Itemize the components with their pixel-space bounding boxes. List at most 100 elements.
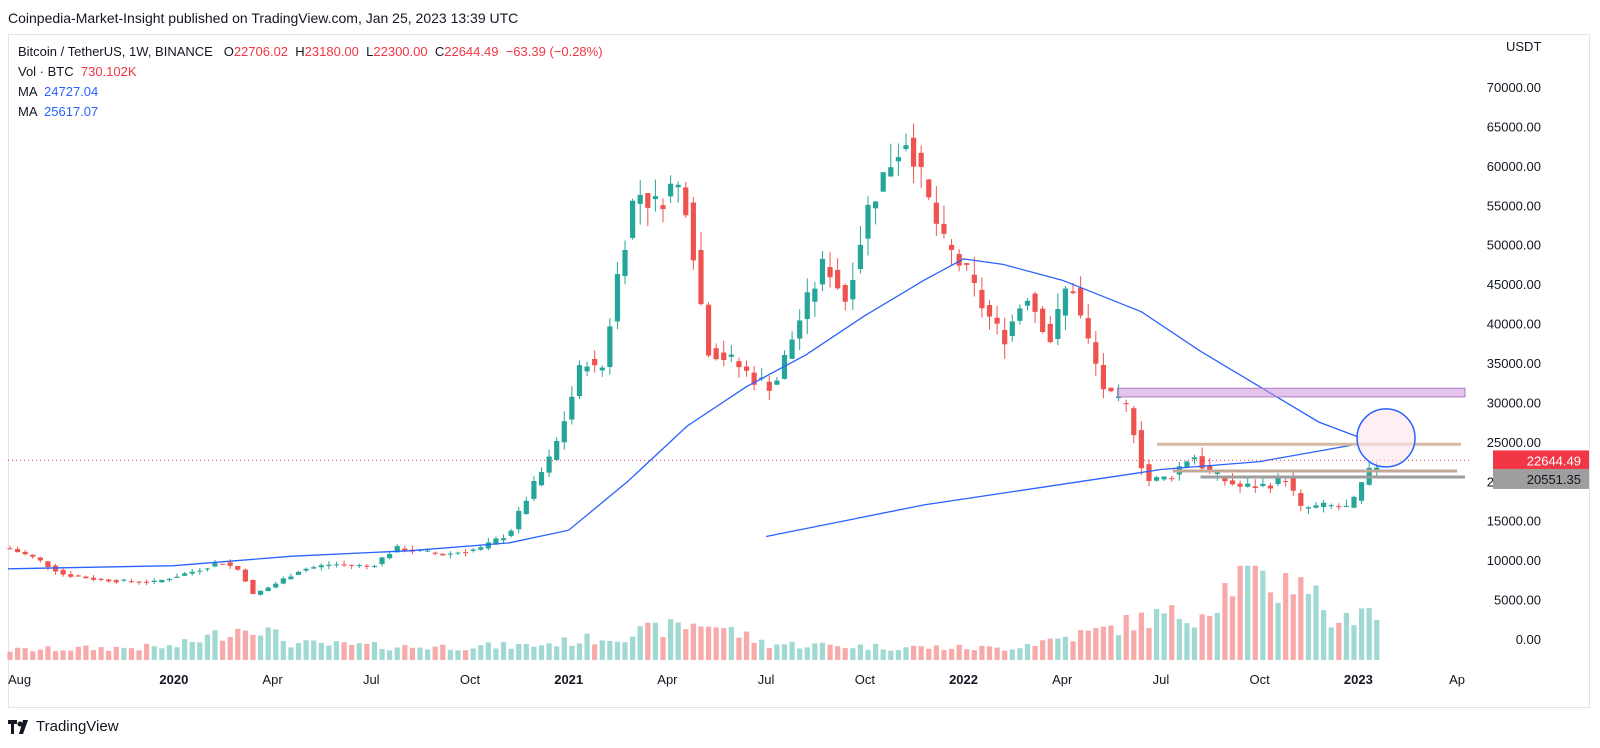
ma1-row[interactable]: MA 24727.04 (18, 82, 603, 102)
highlight-circle (1356, 408, 1416, 468)
footer-brand[interactable]: TradingView (8, 718, 119, 735)
candle-body (1032, 293, 1038, 312)
tradingview-logo-icon (8, 719, 28, 734)
candle-body (721, 352, 727, 361)
volume-bar (592, 644, 598, 660)
brand-name: TradingView (36, 718, 119, 735)
y-tick-label: 30000.00 (1487, 395, 1541, 410)
volume-bar (964, 649, 970, 660)
candle-body (850, 279, 856, 300)
candle-body (1229, 480, 1236, 485)
low-label: L (366, 44, 374, 59)
volume-bar (630, 636, 636, 660)
volume-bar (1115, 635, 1122, 660)
candle-body (1358, 482, 1365, 501)
volume-bar (1328, 627, 1334, 660)
resistance-zone (1117, 387, 1466, 398)
candle-body (835, 269, 841, 289)
candle-body (751, 372, 757, 385)
volume-bar (265, 627, 271, 660)
volume-bar (812, 643, 818, 660)
x-tick-label: Aug (8, 672, 31, 687)
candle-body (728, 354, 734, 357)
candle-body (136, 581, 142, 583)
candle-body (174, 576, 180, 578)
candle-body (311, 567, 317, 569)
y-tick-label: 55000.00 (1487, 198, 1541, 213)
volume-bar (1366, 608, 1372, 660)
ma2-row[interactable]: MA 25617.07 (18, 102, 603, 122)
volume-bar (447, 649, 453, 660)
candle-body (994, 317, 1000, 324)
volume-bar (865, 649, 871, 660)
candle-body (151, 580, 157, 583)
x-tick-label: Oct (460, 672, 481, 687)
chart-frame (8, 34, 1590, 708)
volume-bar (880, 649, 886, 660)
currency-label[interactable]: USDT (1506, 39, 1542, 54)
volume-bar (645, 622, 651, 660)
volume-bar (1343, 612, 1349, 660)
candle-body (1207, 465, 1213, 473)
volume-bar (1336, 622, 1342, 660)
volume-bar (75, 646, 81, 660)
candle-body (698, 250, 704, 305)
volume-row[interactable]: Vol · BTC 730.102K (18, 62, 603, 82)
volume-bar (204, 634, 210, 660)
chart-legend: Bitcoin / TetherUS, 1W, BINANCE O22706.0… (18, 42, 603, 122)
volume-value: 730.102K (80, 64, 137, 79)
candle-body (1343, 505, 1349, 507)
candle-body (280, 578, 286, 584)
volume-bar (933, 645, 939, 660)
candle-body (1305, 507, 1312, 509)
candle-body (227, 562, 233, 566)
volume-bar (1199, 614, 1205, 660)
volume-bar (30, 651, 36, 660)
candle-body (462, 552, 469, 554)
volume-bar (318, 642, 324, 660)
volume-bar (1252, 565, 1258, 660)
candle-body (1222, 477, 1228, 482)
candle-body (948, 244, 955, 250)
volume-bar (538, 645, 545, 660)
candle-body (204, 568, 210, 570)
volume-bar (918, 646, 924, 660)
volume-bar (1017, 648, 1023, 660)
candle-body (630, 200, 636, 238)
volume-bar (1184, 623, 1190, 660)
candle-body (1184, 461, 1190, 467)
candle-body (1085, 318, 1091, 339)
candle-body (432, 552, 438, 554)
candle-body (683, 187, 689, 216)
volume-bar (1229, 596, 1236, 660)
volume-bar (1191, 627, 1198, 660)
candle-body (440, 553, 446, 556)
close-value: 22644.49 (444, 44, 499, 59)
volume-bar (242, 630, 248, 660)
volume-bar (979, 645, 985, 660)
candle-body (45, 561, 51, 568)
close-label: C (434, 44, 445, 59)
candle-body (349, 564, 355, 566)
candle-body (637, 194, 643, 204)
candle-body (903, 145, 909, 150)
volume-bar (128, 648, 135, 660)
volume-bar (235, 628, 241, 660)
candle-body (933, 202, 939, 224)
candle-body (979, 289, 985, 309)
candle-body (880, 172, 886, 192)
volume-bar (326, 645, 332, 660)
candle-body (364, 565, 370, 567)
candle-body (516, 510, 522, 530)
volume-bar (910, 645, 917, 660)
candle-body (1275, 477, 1281, 485)
symbol-row[interactable]: Bitcoin / TetherUS, 1W, BINANCE O22706.0… (18, 42, 603, 62)
x-tick-label: 2021 (554, 672, 583, 687)
volume-bar (1237, 565, 1243, 660)
candle-body (857, 244, 864, 269)
candle-body (789, 339, 795, 359)
volume-bar (698, 626, 704, 660)
candle-body (500, 538, 507, 541)
ma-short-line (765, 443, 1359, 538)
